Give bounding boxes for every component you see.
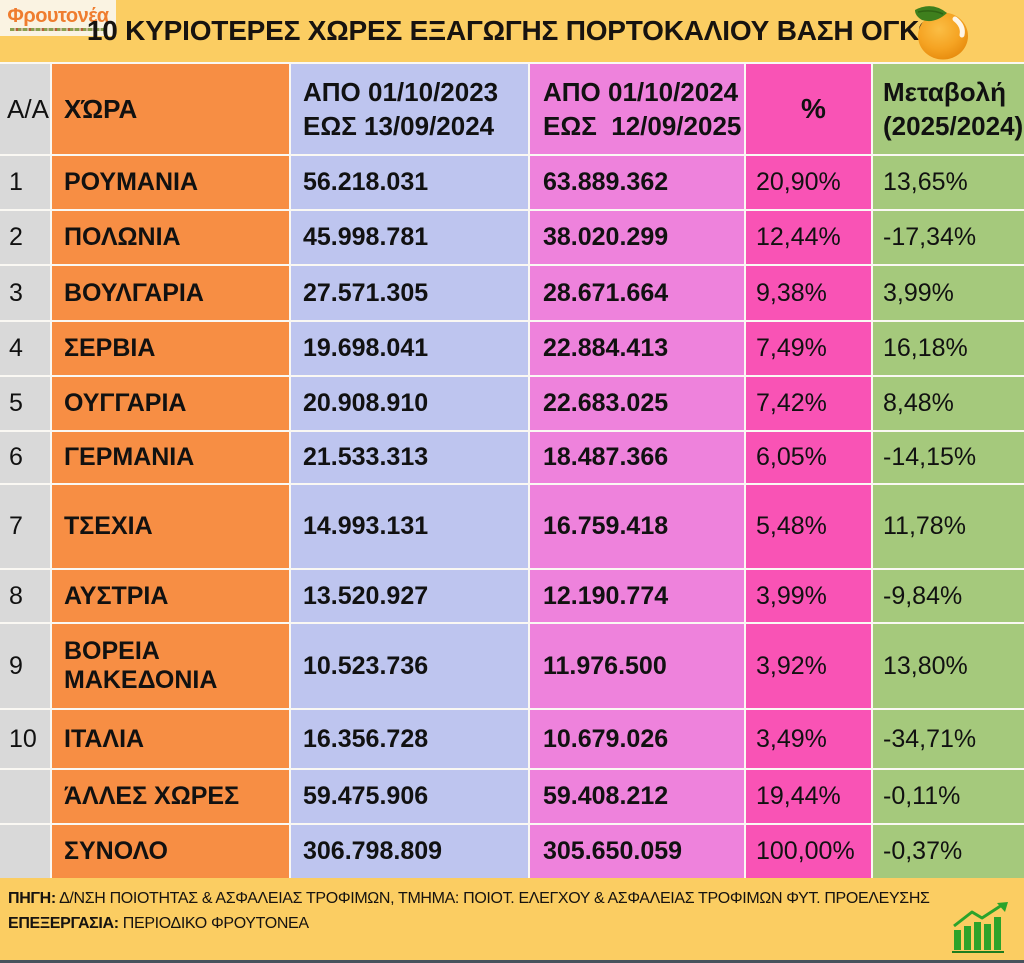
cell-share-percent: 6,05%	[746, 432, 871, 483]
cell-share-percent: 3,49%	[746, 710, 871, 768]
growth-bar-chart-icon	[952, 902, 1008, 953]
cell-share-percent: 9,38%	[746, 266, 871, 320]
cell-volume-2024-2025: 18.487.366	[530, 432, 744, 483]
cell-volume-2024-2025: 22.884.413	[530, 322, 744, 375]
cell-rank: 5	[0, 377, 50, 430]
cell-volume-2024-2025: 63.889.362	[530, 156, 744, 209]
cell-rank	[0, 770, 50, 823]
froutonea-logo: Φρουτονέα	[0, 0, 116, 36]
cell-change-percent: -14,15%	[873, 432, 1024, 483]
cell-change-percent: 13,65%	[873, 156, 1024, 209]
cell-volume-2023-2024: 14.993.131	[291, 485, 528, 568]
cell-country: ΆΛΛΕΣ ΧΩΡΕΣ	[52, 770, 289, 823]
cell-country: ΙΤΑΛΙΑ	[52, 710, 289, 768]
source-label: ΠΗΓΗ:	[8, 890, 56, 907]
cell-share-percent: 3,92%	[746, 624, 871, 708]
cell-rank: 6	[0, 432, 50, 483]
cell-change-percent: 8,48%	[873, 377, 1024, 430]
cell-volume-2024-2025: 22.683.025	[530, 377, 744, 430]
cell-volume-2023-2024: 10.523.736	[291, 624, 528, 708]
cell-share-percent: 7,42%	[746, 377, 871, 430]
cell-country: ΣΥΝΟΛΟ	[52, 825, 289, 878]
cell-country: ΡΟΥΜΑΝΙΑ	[52, 156, 289, 209]
header-country: ΧΏΡΑ	[52, 64, 289, 154]
bottom-border	[0, 960, 1024, 963]
header-share-percent: %	[746, 64, 871, 154]
cell-share-percent: 12,44%	[746, 211, 871, 264]
cell-change-percent: 3,99%	[873, 266, 1024, 320]
cell-country: ΟΥΓΓΑΡΙΑ	[52, 377, 289, 430]
cell-volume-2023-2024: 20.908.910	[291, 377, 528, 430]
cell-volume-2024-2025: 38.020.299	[530, 211, 744, 264]
title-bar: Φρουτονέα 10 ΚΥΡΙΟΤΕΡΕΣ ΧΩΡΕΣ ΕΞΑΓΩΓΗΣ Π…	[0, 0, 1024, 62]
header-change-percent: Μεταβολή (2025/2024)	[873, 64, 1024, 154]
cell-share-percent: 3,99%	[746, 570, 871, 622]
cell-volume-2024-2025: 10.679.026	[530, 710, 744, 768]
cell-change-percent: -0,11%	[873, 770, 1024, 823]
cell-volume-2023-2024: 19.698.041	[291, 322, 528, 375]
header-rank: Α/Α	[0, 64, 50, 154]
cell-country: ΠΟΛΩΝΙΑ	[52, 211, 289, 264]
cell-country: ΤΣΕΧΙΑ	[52, 485, 289, 568]
cell-share-percent: 5,48%	[746, 485, 871, 568]
cell-country: ΓΕΡΜΑΝΙΑ	[52, 432, 289, 483]
cell-volume-2023-2024: 56.218.031	[291, 156, 528, 209]
logo-tagline	[10, 27, 106, 31]
cell-change-percent: -0,37%	[873, 825, 1024, 878]
source-line: ΠΗΓΗ: Δ/ΝΣΗ ΠΟΙΟΤΗΤΑΣ & ΑΣΦΑΛΕΙΑΣ ΤΡΟΦΙΜ…	[8, 886, 1024, 911]
cell-country: ΒΟΡΕΙΑ ΜΑΚΕΔΟΝΙΑ	[52, 624, 289, 708]
cell-rank: 1	[0, 156, 50, 209]
cell-change-percent: 16,18%	[873, 322, 1024, 375]
cell-change-percent: 11,78%	[873, 485, 1024, 568]
cell-share-percent: 20,90%	[746, 156, 871, 209]
cell-volume-2023-2024: 13.520.927	[291, 570, 528, 622]
editing-text: ΠΕΡΙΟΔΙΚΟ ΦΡΟΥΤΟΝΕΑ	[118, 915, 309, 932]
cell-rank: 9	[0, 624, 50, 708]
cell-rank: 10	[0, 710, 50, 768]
cell-volume-2023-2024: 21.533.313	[291, 432, 528, 483]
cell-change-percent: -17,34%	[873, 211, 1024, 264]
cell-rank: 3	[0, 266, 50, 320]
orange-fruit-icon	[915, 6, 968, 60]
cell-volume-2023-2024: 16.356.728	[291, 710, 528, 768]
cell-rank: 4	[0, 322, 50, 375]
cell-rank: 8	[0, 570, 50, 622]
logo-text: Φρουτονέα	[7, 4, 109, 27]
cell-share-percent: 7,49%	[746, 322, 871, 375]
export-table: Α/Α ΧΏΡΑ ΑΠΟ 01/10/2023 ΕΩΣ 13/09/2024 Α…	[0, 62, 1024, 878]
cell-change-percent: 13,80%	[873, 624, 1024, 708]
cell-volume-2024-2025: 12.190.774	[530, 570, 744, 622]
footer: ΠΗΓΗ: Δ/ΝΣΗ ΠΟΙΟΤΗΤΑΣ & ΑΣΦΑΛΕΙΑΣ ΤΡΟΦΙΜ…	[0, 878, 1024, 960]
cell-rank	[0, 825, 50, 878]
cell-volume-2023-2024: 306.798.809	[291, 825, 528, 878]
cell-share-percent: 100,00%	[746, 825, 871, 878]
header-period-2024-2025: ΑΠΟ 01/10/2024 ΕΩΣ 12/09/2025	[530, 64, 744, 154]
editing-label: ΕΠΕΞΕΡΓΑΣΙΑ:	[8, 915, 119, 932]
cell-volume-2024-2025: 16.759.418	[530, 485, 744, 568]
cell-change-percent: -34,71%	[873, 710, 1024, 768]
cell-share-percent: 19,44%	[746, 770, 871, 823]
header-period-2023-2024: ΑΠΟ 01/10/2023 ΕΩΣ 13/09/2024	[291, 64, 528, 154]
cell-volume-2023-2024: 45.998.781	[291, 211, 528, 264]
cell-volume-2023-2024: 27.571.305	[291, 266, 528, 320]
page-title: 10 ΚΥΡΙΟΤΕΡΕΣ ΧΩΡΕΣ ΕΞΑΓΩΓΗΣ ΠΟΡΤΟΚΑΛΙΟΥ…	[86, 15, 958, 46]
cell-volume-2024-2025: 28.671.664	[530, 266, 744, 320]
cell-country: ΑΥΣΤΡΙΑ	[52, 570, 289, 622]
cell-rank: 7	[0, 485, 50, 568]
editing-line: ΕΠΕΞΕΡΓΑΣΙΑ: ΠΕΡΙΟΔΙΚΟ ΦΡΟΥΤΟΝΕΑ	[8, 911, 1024, 936]
cell-volume-2024-2025: 11.976.500	[530, 624, 744, 708]
cell-volume-2023-2024: 59.475.906	[291, 770, 528, 823]
cell-volume-2024-2025: 59.408.212	[530, 770, 744, 823]
cell-country: ΒΟΥΛΓΑΡΙΑ	[52, 266, 289, 320]
cell-volume-2024-2025: 305.650.059	[530, 825, 744, 878]
cell-change-percent: -9,84%	[873, 570, 1024, 622]
cell-country: ΣΕΡΒΙΑ	[52, 322, 289, 375]
cell-rank: 2	[0, 211, 50, 264]
source-text: Δ/ΝΣΗ ΠΟΙΟΤΗΤΑΣ & ΑΣΦΑΛΕΙΑΣ ΤΡΟΦΙΜΩΝ, ΤΜ…	[55, 890, 930, 907]
